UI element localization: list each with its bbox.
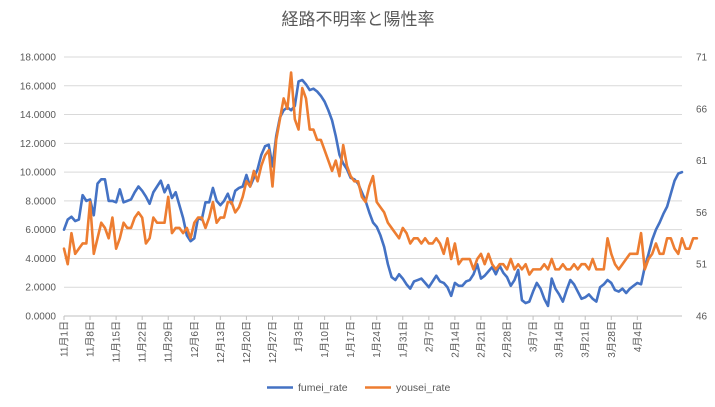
y-right-tick-label: 61 xyxy=(696,156,708,167)
legend: fumei_rate yousei_rate xyxy=(267,382,450,394)
x-tick-label: 2月28日 xyxy=(502,321,514,358)
y-left-tick-label: 0.0000 xyxy=(25,312,56,323)
x-tick-label: 12月20日 xyxy=(241,321,253,363)
y-right-tick-label: 51 xyxy=(696,260,708,271)
series-layer xyxy=(62,71,699,308)
x-tick-label: 3月7日 xyxy=(528,321,540,352)
x-tick-label: 4月4日 xyxy=(632,321,644,352)
y-axis-left: 0.0000 2.0000 4.0000 6.0000 8.0000 10.0000 12.… xyxy=(20,53,57,323)
gridlines xyxy=(64,56,682,317)
x-tick-label: 1月31日 xyxy=(397,321,409,358)
x-tick-label: 2月14日 xyxy=(449,321,461,358)
x-tick-label: 1月24日 xyxy=(371,321,383,358)
y-left-tick-label: 8.0000 xyxy=(25,196,56,207)
y-left-tick-label: 2.0000 xyxy=(25,283,56,294)
y-left-tick-label: 12.0000 xyxy=(20,139,57,150)
y-left-tick-label: 10.0000 xyxy=(20,168,57,179)
x-tick-label: 1月3日 xyxy=(293,321,305,352)
x-tick-label: 12月27日 xyxy=(267,321,279,363)
x-axis: 11月1日 11月8日 11月15日 11月22日 11月29日 12月6日 12月13日 1… xyxy=(59,315,682,363)
x-tick-label: 1月17日 xyxy=(345,321,357,358)
legend-label-fumei-rate: fumei_rate xyxy=(298,382,348,394)
x-tick-label: 11月8日 xyxy=(85,321,97,357)
y-right-tick-label: 66 xyxy=(696,104,708,115)
y-axis-right: 46 51 56 61 66 71 xyxy=(696,53,708,323)
y-left-tick-label: 4.0000 xyxy=(25,254,56,265)
x-tick-label: 2月21日 xyxy=(475,321,487,358)
x-tick-label: 2月7日 xyxy=(423,321,435,352)
series-line-yousei-rate xyxy=(62,71,699,276)
y-right-tick-label: 46 xyxy=(696,312,708,323)
x-tick-label: 12月6日 xyxy=(189,321,201,358)
x-tick-label: 3月28日 xyxy=(606,321,618,358)
x-tick-label: 11月15日 xyxy=(111,321,123,363)
y-right-tick-label: 56 xyxy=(696,208,708,219)
x-tick-label: 3月14日 xyxy=(554,321,566,358)
y-left-tick-label: 18.0000 xyxy=(20,53,57,64)
legend-label-yousei-rate: yousei_rate xyxy=(396,382,450,394)
x-tick-label: 12月13日 xyxy=(215,321,227,363)
x-tick-label: 3月21日 xyxy=(580,321,592,358)
x-tick-label: 11月29日 xyxy=(163,321,175,363)
y-left-tick-label: 14.0000 xyxy=(20,110,57,121)
y-right-tick-label: 71 xyxy=(696,53,708,64)
y-left-tick-label: 6.0000 xyxy=(25,225,56,236)
x-tick-label: 11月22日 xyxy=(137,321,149,363)
series-line-fumei-rate xyxy=(62,78,684,308)
x-tick-label: 11月1日 xyxy=(59,321,71,357)
x-tick-label: 1月10日 xyxy=(319,321,331,358)
chart-title: 経路不明率と陽性率 xyxy=(282,10,435,30)
y-left-tick-label: 16.0000 xyxy=(20,81,57,92)
